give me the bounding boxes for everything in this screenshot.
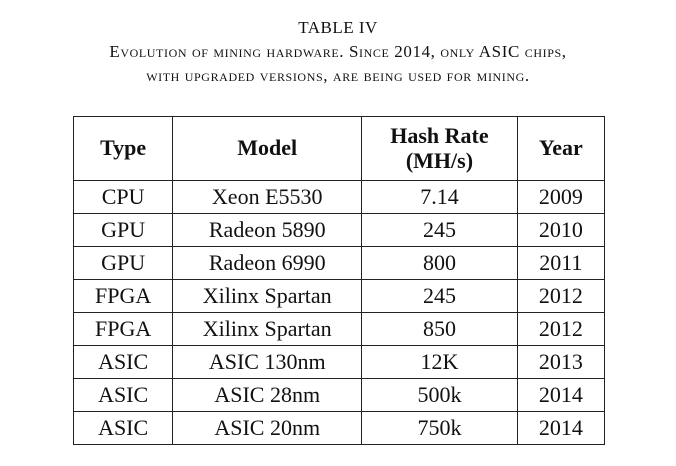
- cell-hash-rate: 245: [361, 213, 518, 247]
- header-hash-rate-label: Hash Rate: [390, 123, 489, 149]
- table-body: CPU Xeon E5530 7.14 2009 GPU Radeon 5890…: [72, 180, 606, 445]
- cell-year: 2012: [516, 312, 606, 346]
- cell-year: 2012: [516, 279, 606, 313]
- header-year: Year: [516, 116, 606, 181]
- table-row: ASIC ASIC 20nm 750k 2014: [72, 411, 606, 445]
- table-caption-line-1: Evolution of mining hardware. Since 2014…: [109, 42, 567, 61]
- cell-year: 2014: [516, 411, 606, 445]
- table-header: Type Model Hash Rate (MH/s) Year: [72, 116, 606, 181]
- table-row: FPGA Xilinx Spartan 850 2012: [72, 312, 606, 346]
- table-number: TABLE IV: [298, 18, 378, 37]
- cell-type: ASIC: [72, 378, 174, 412]
- cell-type: FPGA: [72, 279, 174, 313]
- cell-model: Xilinx Spartan: [172, 279, 363, 313]
- cell-hash-rate: 245: [361, 279, 518, 313]
- cell-hash-rate: 7.14: [361, 180, 518, 214]
- cell-model: Radeon 6990: [172, 246, 363, 280]
- table-row: ASIC ASIC 130nm 12K 2013: [72, 345, 606, 379]
- cell-hash-rate: 850: [361, 312, 518, 346]
- cell-model: ASIC 130nm: [172, 345, 363, 379]
- header-hash-rate: Hash Rate (MH/s): [361, 116, 518, 181]
- cell-model: ASIC 20nm: [172, 411, 363, 445]
- header-row: Type Model Hash Rate (MH/s) Year: [72, 116, 606, 181]
- cell-year: 2011: [516, 246, 606, 280]
- table-row: GPU Radeon 6990 800 2011: [72, 246, 606, 280]
- table-row: GPU Radeon 5890 245 2010: [72, 213, 606, 247]
- mining-hardware-table: Type Model Hash Rate (MH/s) Year CPU Xeo…: [72, 116, 606, 445]
- cell-year: 2013: [516, 345, 606, 379]
- cell-year: 2014: [516, 378, 606, 412]
- cell-model: ASIC 28nm: [172, 378, 363, 412]
- cell-hash-rate: 12K: [361, 345, 518, 379]
- cell-year: 2010: [516, 213, 606, 247]
- table-row: CPU Xeon E5530 7.14 2009: [72, 180, 606, 214]
- cell-type: ASIC: [72, 345, 174, 379]
- table-caption-line-2: with upgraded versions, are being used f…: [146, 66, 530, 85]
- header-hash-rate-unit: (MH/s): [405, 147, 474, 173]
- cell-hash-rate: 750k: [361, 411, 518, 445]
- header-type: Type: [72, 116, 174, 181]
- cell-model: Xeon E5530: [172, 180, 363, 214]
- header-model: Model: [172, 116, 363, 181]
- cell-model: Radeon 5890: [172, 213, 363, 247]
- table-row: FPGA Xilinx Spartan 245 2012: [72, 279, 606, 313]
- cell-hash-rate: 500k: [361, 378, 518, 412]
- cell-type: GPU: [72, 246, 174, 280]
- cell-type: CPU: [72, 180, 174, 214]
- cell-year: 2009: [516, 180, 606, 214]
- cell-type: FPGA: [72, 312, 174, 346]
- cell-hash-rate: 800: [361, 246, 518, 280]
- cell-type: GPU: [72, 213, 174, 247]
- table-row: ASIC ASIC 28nm 500k 2014: [72, 378, 606, 412]
- cell-model: Xilinx Spartan: [172, 312, 363, 346]
- cell-type: ASIC: [72, 411, 174, 445]
